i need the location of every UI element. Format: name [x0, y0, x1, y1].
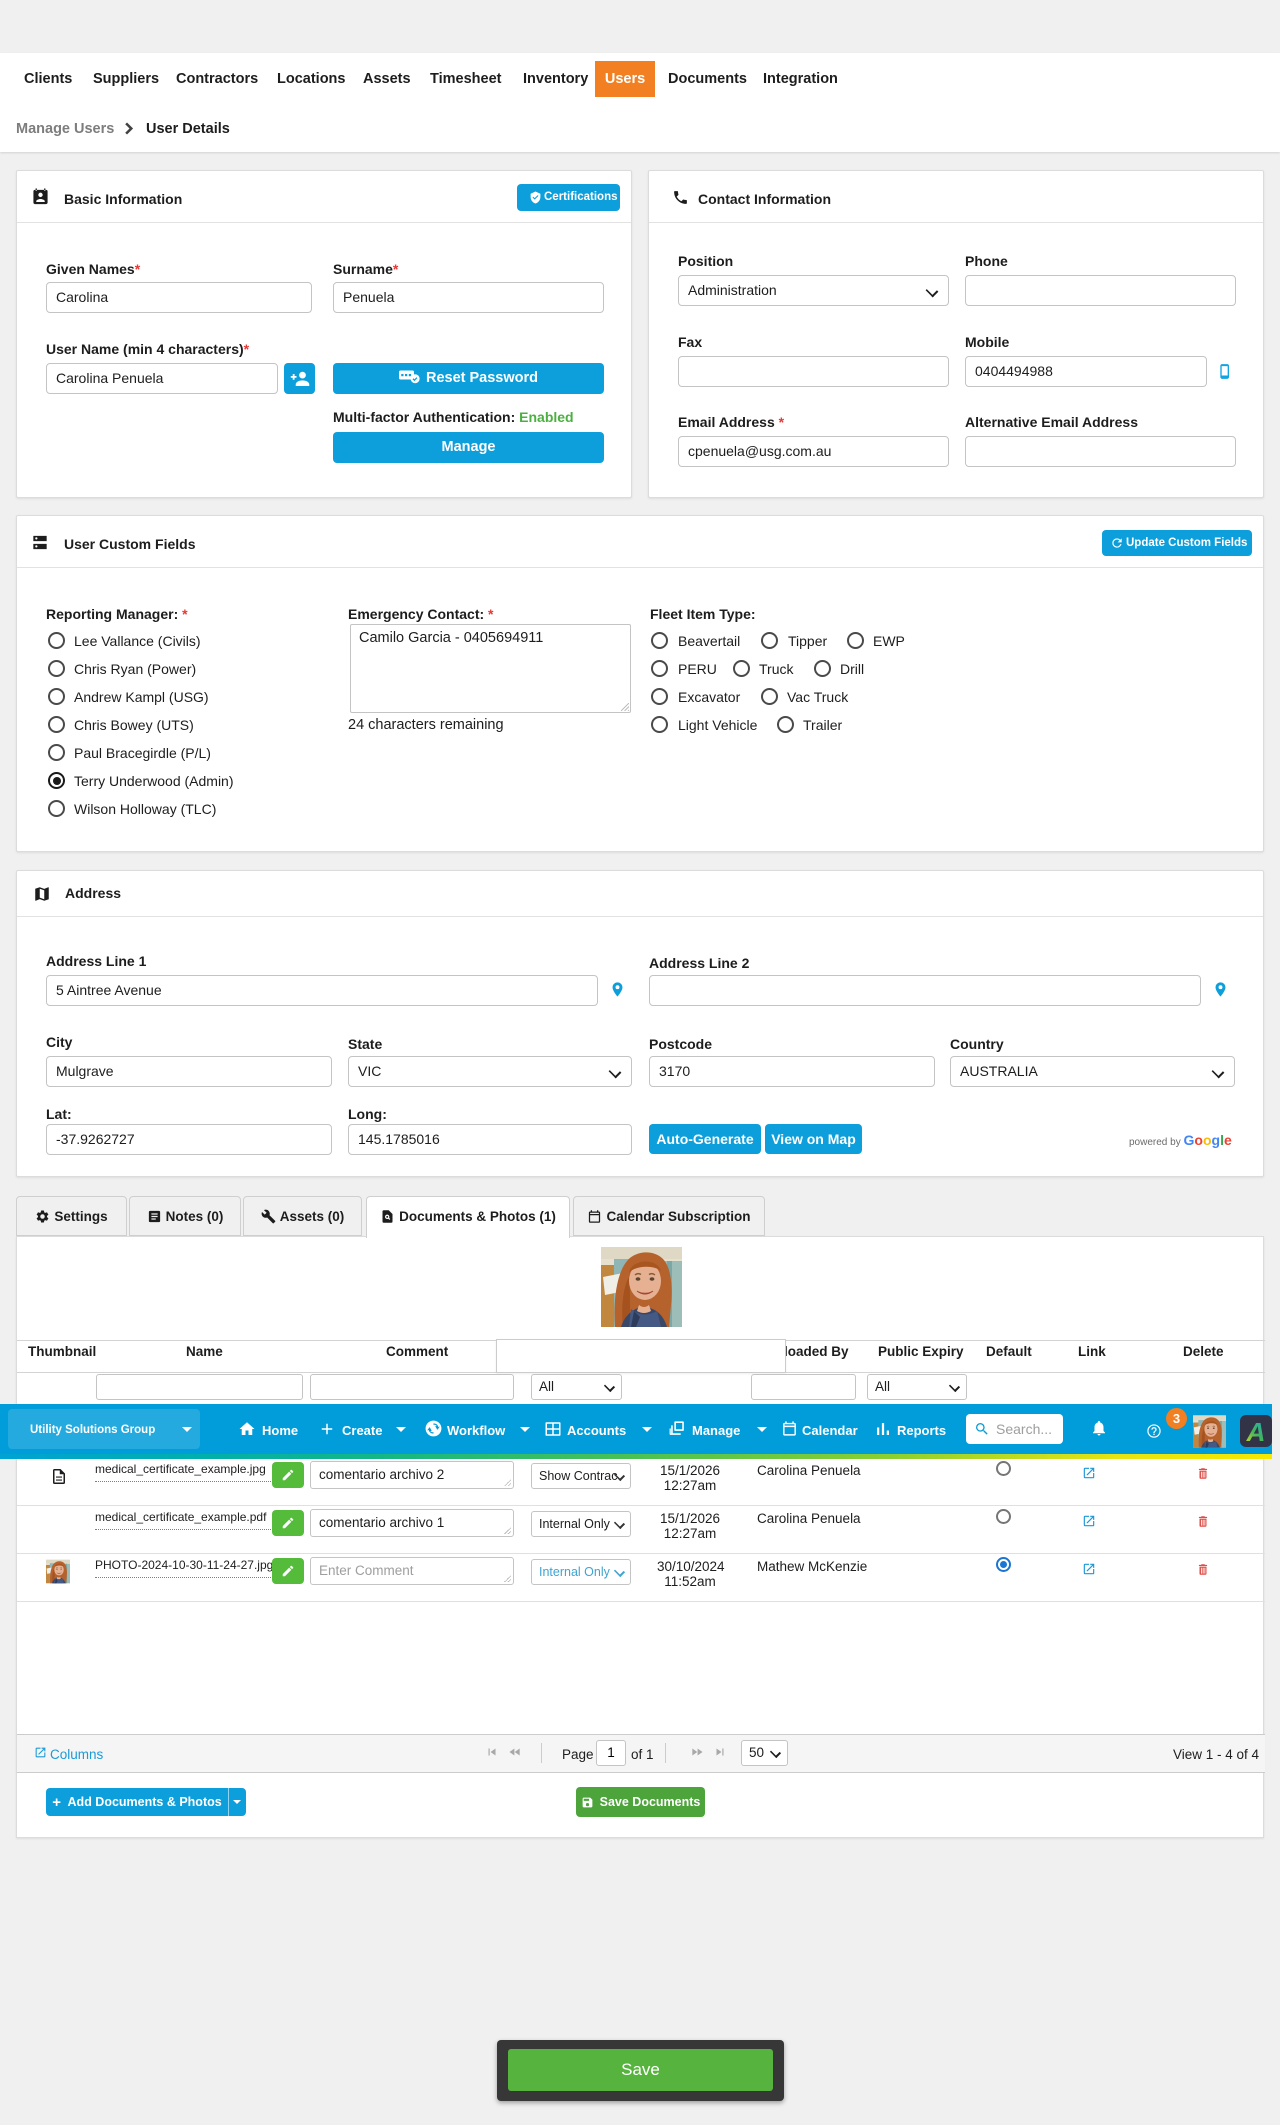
- svg-text:A: A: [1246, 1417, 1266, 1447]
